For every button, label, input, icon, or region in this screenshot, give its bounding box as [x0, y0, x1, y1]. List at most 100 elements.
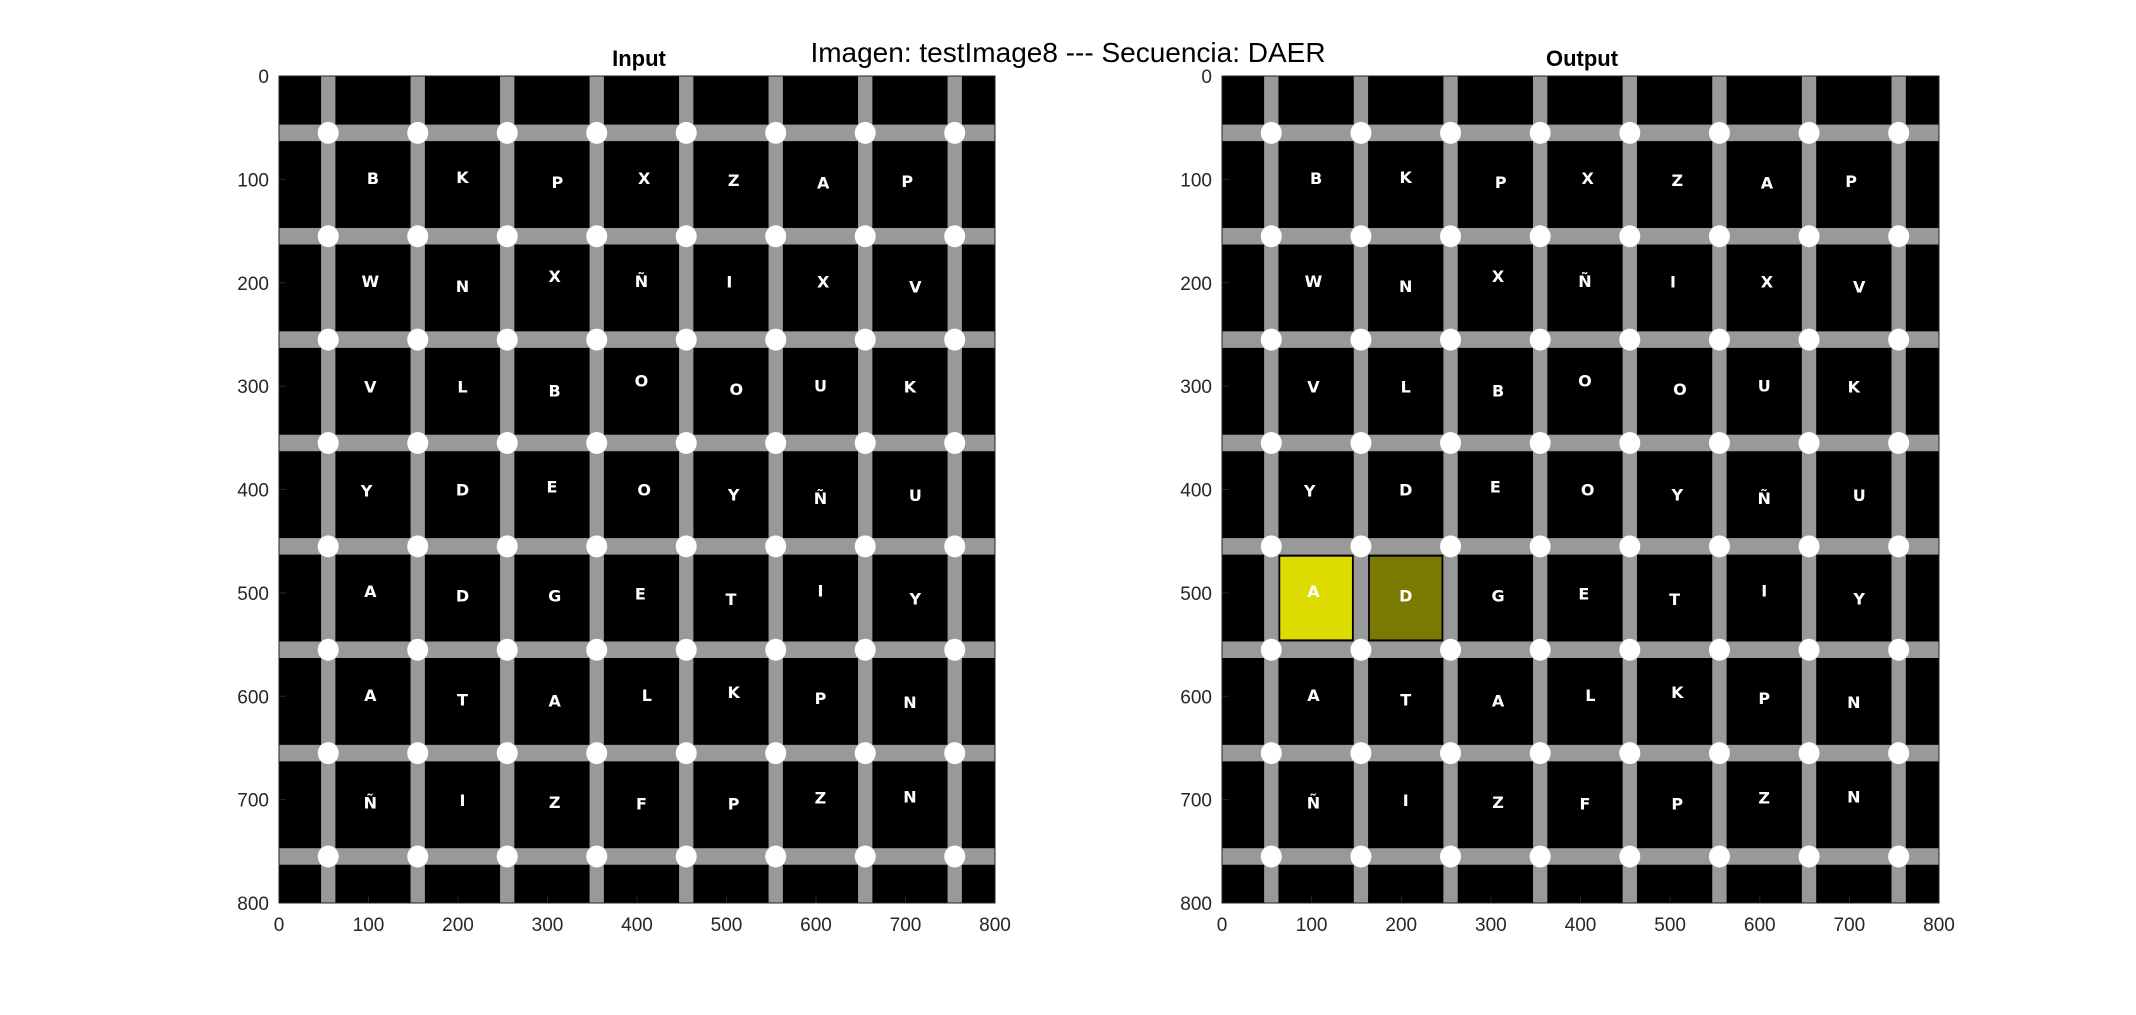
- grid-letter: Ñ: [1578, 272, 1591, 291]
- output-panel: B K P X Z A P W N X Ñ I X V V L B O O U K Y D E O Y Ñ U A D G E T I Y A T A L K…: [1180, 46, 1955, 936]
- output-panel-title: Output: [1546, 46, 1619, 71]
- grid-node: [944, 535, 966, 558]
- x-tick-label: 200: [442, 915, 474, 936]
- grid-node: [1260, 638, 1282, 661]
- grid-node: [1619, 535, 1641, 558]
- grid-letter: X: [1761, 272, 1774, 291]
- grid-letter: G: [1491, 586, 1504, 605]
- horizontal-grid-band: [279, 331, 995, 348]
- x-tick-label: 300: [1475, 915, 1507, 936]
- grid-node: [317, 121, 339, 144]
- grid-node: [1619, 845, 1641, 868]
- grid-letter: A: [1307, 582, 1320, 601]
- grid-node: [407, 121, 429, 144]
- grid-letter: O: [730, 380, 744, 399]
- grid-node: [854, 121, 876, 144]
- grid-letter: K: [904, 378, 917, 397]
- y-tick-label: 700: [1180, 791, 1212, 812]
- grid-node: [1440, 742, 1462, 765]
- grid-node: [407, 431, 429, 454]
- horizontal-grid-band: [1222, 124, 1939, 142]
- grid-letter: L: [457, 378, 467, 397]
- grid-node: [496, 845, 518, 868]
- grid-letter: A: [1761, 173, 1774, 192]
- vertical-grid-band: [1443, 76, 1458, 903]
- grid-node: [1529, 225, 1551, 248]
- grid-letter: Y: [1852, 589, 1865, 608]
- grid-node: [765, 742, 787, 765]
- horizontal-grid-band: [1222, 434, 1939, 452]
- grid-letter: N: [1399, 277, 1412, 296]
- grid-letter: B: [549, 381, 561, 400]
- grid-node: [317, 638, 339, 661]
- vertical-grid-band: [858, 76, 873, 903]
- grid-letter: N: [1847, 693, 1860, 712]
- grid-letter: N: [1847, 787, 1860, 806]
- grid-node: [1260, 535, 1282, 558]
- vertical-grid-band: [321, 76, 336, 903]
- grid-letter: P: [1495, 173, 1507, 192]
- grid-node: [1350, 121, 1372, 144]
- grid-letter: K: [456, 168, 469, 187]
- horizontal-grid-band: [1222, 538, 1939, 555]
- grid-node: [496, 535, 518, 558]
- grid-node: [1888, 225, 1910, 248]
- grid-node: [1260, 328, 1282, 351]
- grid-node: [1440, 328, 1462, 351]
- grid-node: [1888, 845, 1910, 868]
- y-tick-label: 400: [237, 481, 269, 502]
- vertical-grid-band: [679, 76, 694, 903]
- vertical-grid-band: [947, 76, 962, 903]
- grid-letter: T: [457, 690, 468, 709]
- x-tick-label: 500: [711, 915, 743, 936]
- grid-node: [1798, 121, 1820, 144]
- grid-node: [1708, 742, 1730, 765]
- horizontal-grid-band: [1222, 641, 1939, 659]
- vertical-grid-band: [768, 76, 783, 903]
- grid-node: [1350, 845, 1372, 868]
- input-panel-title: Input: [612, 46, 666, 71]
- grid-node: [586, 845, 608, 868]
- grid-node: [1708, 328, 1730, 351]
- grid-node: [944, 121, 966, 144]
- grid-node: [765, 638, 787, 661]
- y-tick-label: 100: [237, 170, 269, 191]
- grid-node: [1529, 845, 1551, 868]
- x-tick-label: 800: [1923, 915, 1955, 936]
- x-tick-label: 700: [1834, 915, 1866, 936]
- grid-letter: I: [726, 272, 732, 291]
- grid-letter: U: [814, 376, 827, 395]
- grid-letter: Z: [728, 171, 740, 190]
- grid-letter: Ñ: [814, 489, 827, 508]
- grid-node: [944, 742, 966, 765]
- grid-node: [1708, 638, 1730, 661]
- grid-letter: A: [364, 686, 377, 705]
- grid-letter: E: [1490, 477, 1501, 496]
- grid-letter: V: [1307, 378, 1320, 397]
- input-image-background: [279, 76, 995, 903]
- grid-letter: I: [1761, 581, 1767, 600]
- horizontal-grid-band: [279, 744, 995, 762]
- grid-node: [1619, 225, 1641, 248]
- grid-node: [944, 225, 966, 248]
- grid-node: [675, 121, 697, 144]
- grid-letter: E: [547, 477, 558, 496]
- grid-node: [1350, 225, 1372, 248]
- grid-letter: A: [1307, 686, 1320, 705]
- grid-letter: Ñ: [364, 794, 377, 813]
- grid-letter: K: [1671, 683, 1684, 702]
- grid-node: [317, 535, 339, 558]
- grid-node: [675, 742, 697, 765]
- grid-letter: X: [817, 272, 830, 291]
- grid-letter: K: [1400, 168, 1413, 187]
- grid-letter: L: [642, 686, 652, 705]
- y-tick-label: 700: [237, 791, 269, 812]
- grid-letter: P: [1845, 172, 1857, 191]
- grid-node: [854, 328, 876, 351]
- y-tick-label: 0: [1201, 67, 1212, 88]
- grid-letter: L: [1585, 686, 1595, 705]
- grid-letter: N: [456, 277, 469, 296]
- grid-node: [1350, 431, 1372, 454]
- x-tick-label: 0: [274, 915, 285, 936]
- horizontal-grid-band: [279, 124, 995, 142]
